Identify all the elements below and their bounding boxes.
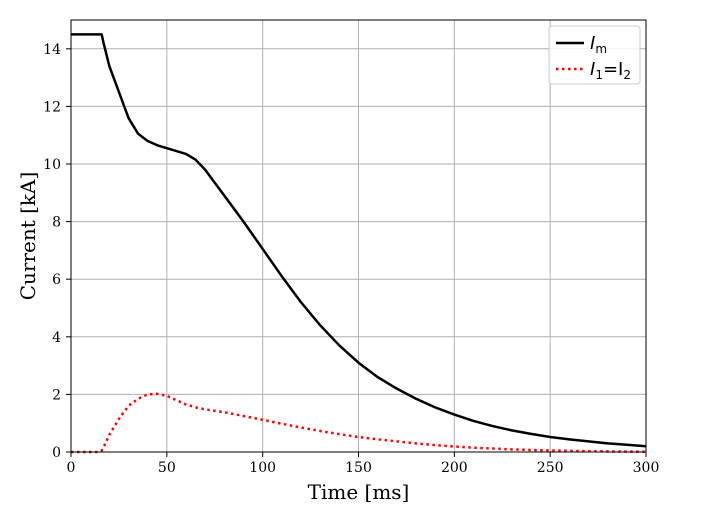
ticks: 0 50 100 150 200 250 300 0 2 4 6 8 10 12 14 bbox=[43, 42, 659, 476]
y-tick-label: 2 bbox=[52, 387, 61, 403]
x-tick-label: 150 bbox=[345, 460, 372, 476]
y-tick-label: 4 bbox=[52, 330, 61, 346]
legend-label-i1-i2: I1=I2 bbox=[590, 59, 631, 82]
legend-box bbox=[548, 25, 641, 85]
series-line-im bbox=[71, 33, 647, 448]
grid bbox=[70, 20, 647, 453]
x-tick-label: 200 bbox=[441, 460, 468, 476]
y-tick-label: 14 bbox=[43, 42, 61, 58]
y-axis-title: Current [kA] bbox=[16, 172, 40, 301]
x-tick-label: 100 bbox=[249, 460, 276, 476]
x-axis-title: Time [ms] bbox=[308, 480, 410, 504]
series-layer bbox=[71, 33, 647, 454]
x-tick-label: 250 bbox=[537, 460, 564, 476]
y-tick-label: 6 bbox=[52, 272, 61, 288]
legend: Im I1=I2 bbox=[548, 25, 641, 85]
y-tick-label: 8 bbox=[52, 215, 61, 231]
x-tick-label: 0 bbox=[67, 460, 76, 476]
legend-label-im: Im bbox=[590, 33, 607, 56]
y-tick-label: 0 bbox=[52, 445, 61, 461]
y-tick-label: 10 bbox=[43, 157, 61, 173]
y-tick-label: 12 bbox=[43, 99, 61, 115]
x-tick-label: 300 bbox=[633, 460, 660, 476]
x-tick-label: 50 bbox=[158, 460, 176, 476]
series-line-i1-i2 bbox=[71, 392, 647, 454]
